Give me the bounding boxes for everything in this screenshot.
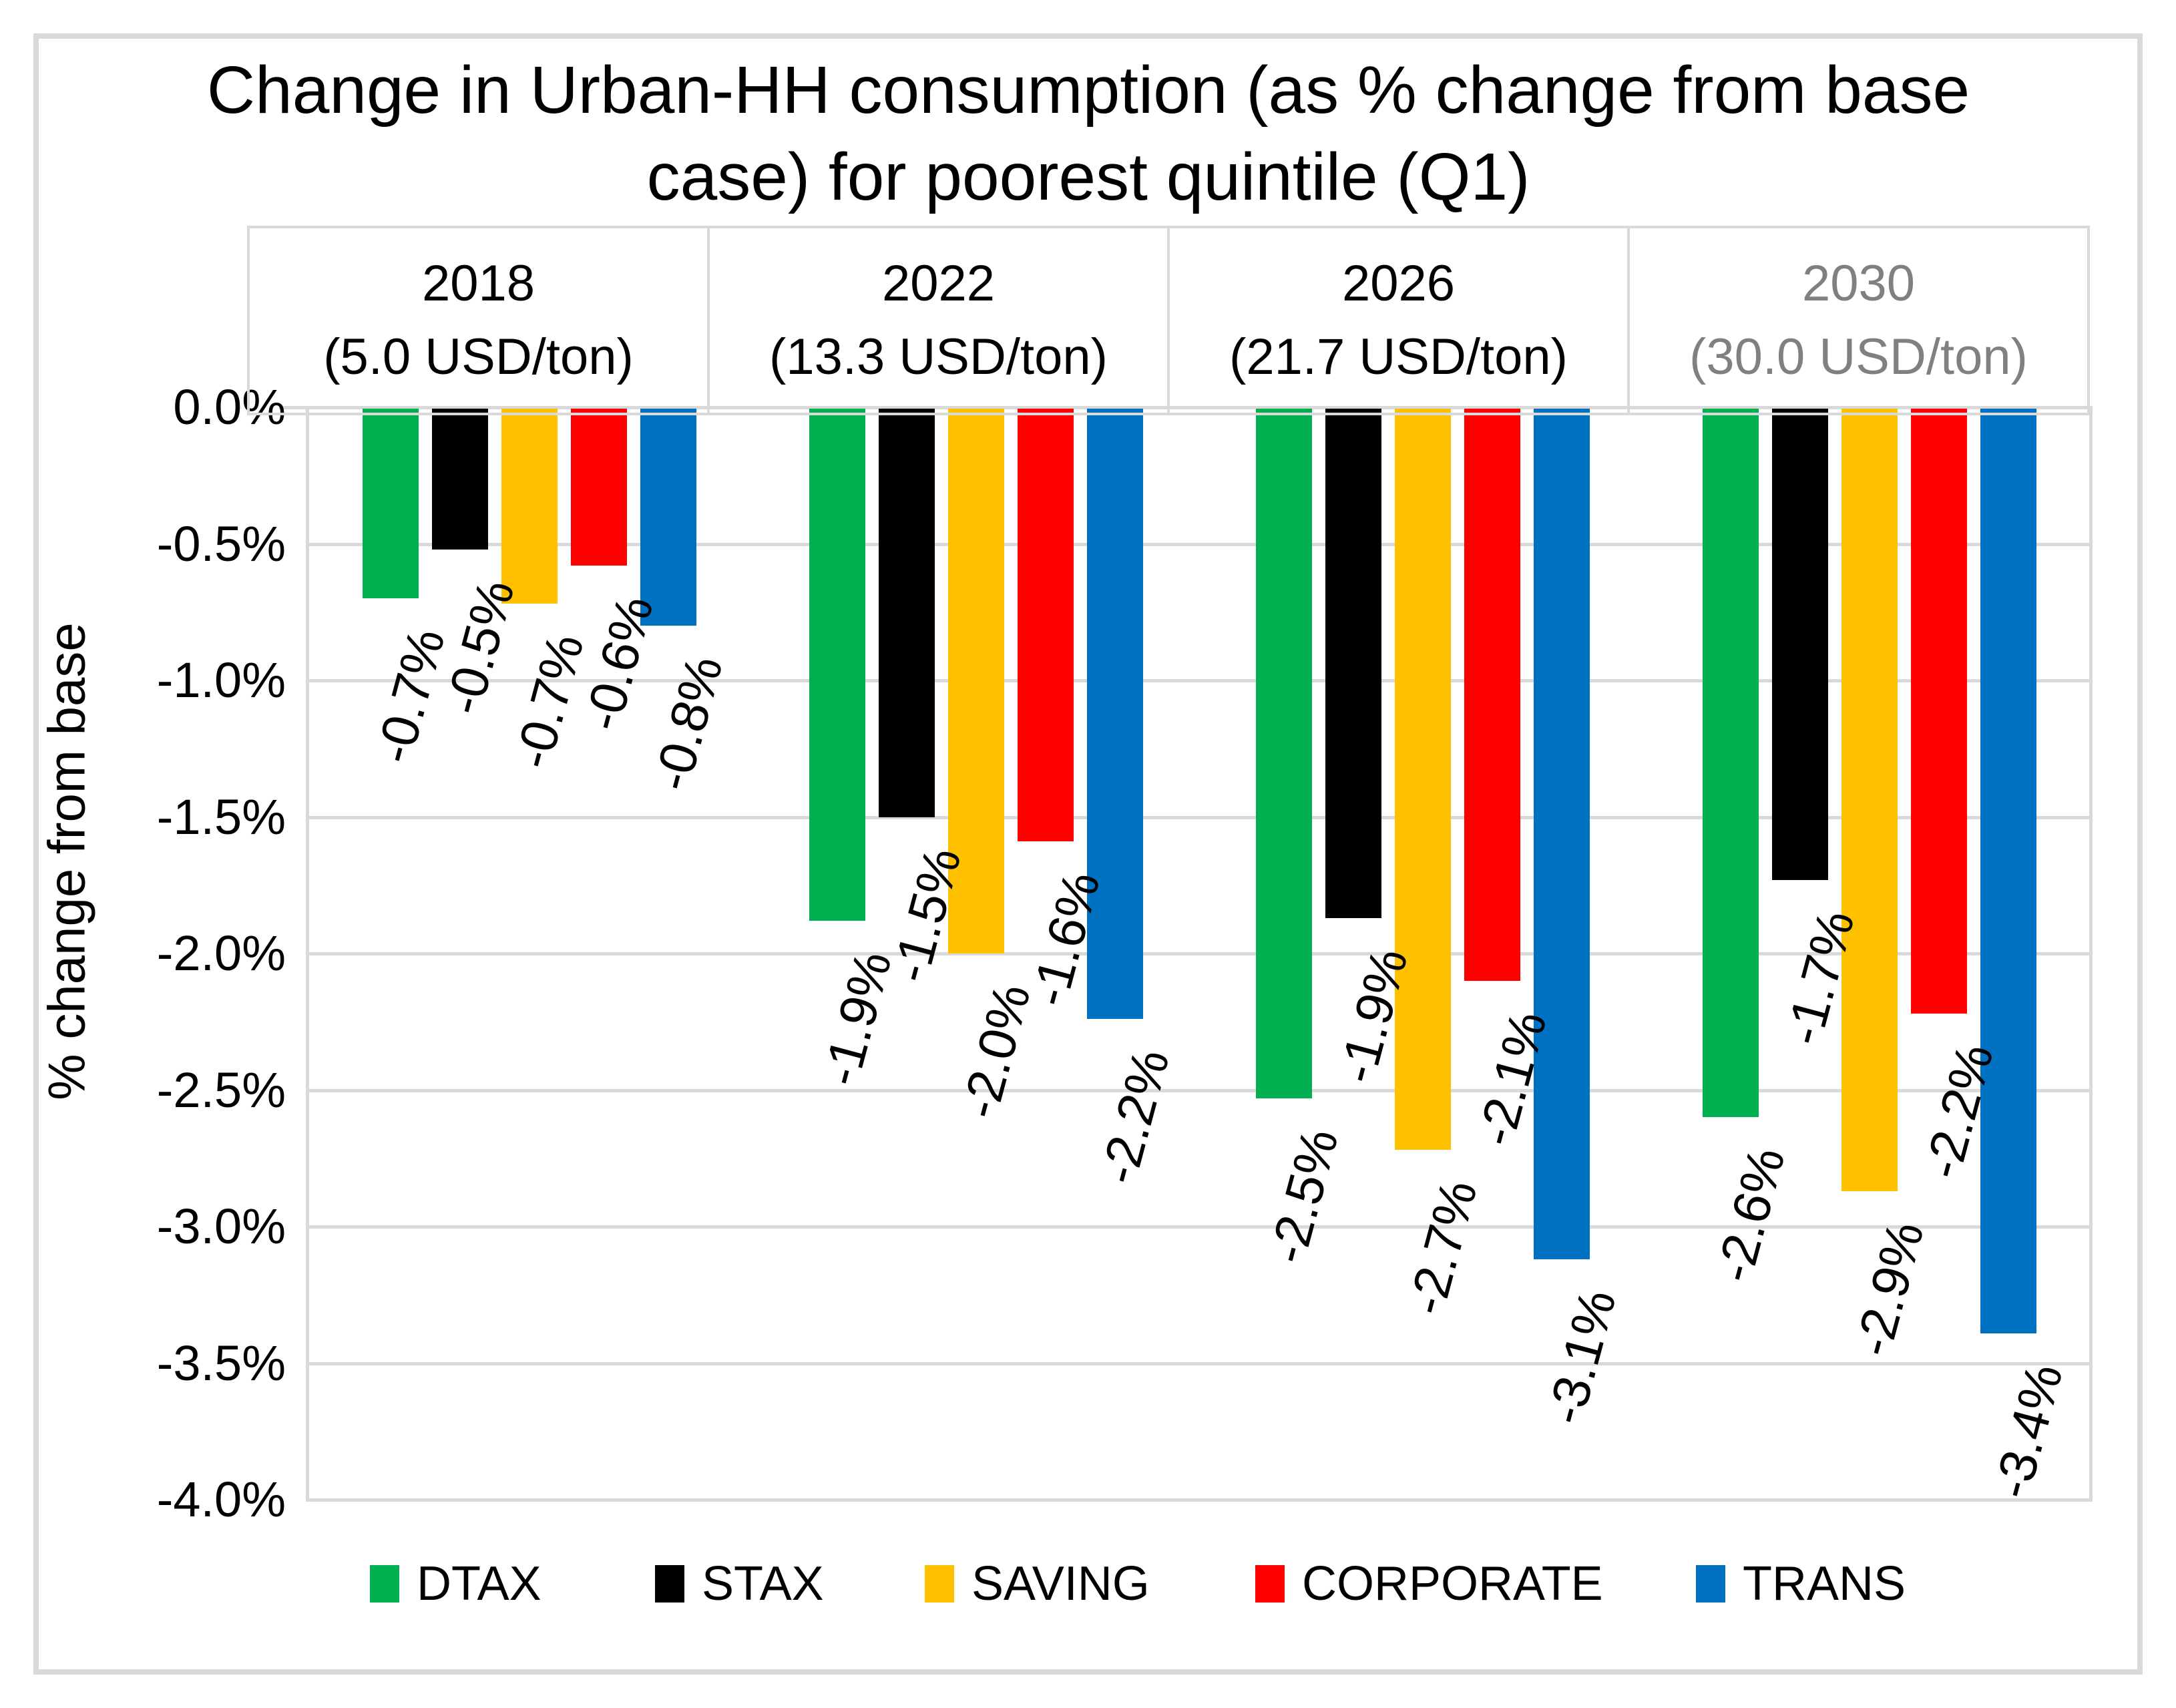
bar-stax-2030 (1771, 409, 1828, 880)
bar-saving-2026 (1394, 409, 1451, 1150)
bar-trans-2022 (1086, 409, 1143, 1020)
legend-marker-saving (925, 1565, 954, 1603)
legend-label-trans: TRANS (1743, 1557, 1906, 1611)
bar-saving-2030 (1841, 409, 1898, 1191)
bar-dtax-2030 (1702, 409, 1759, 1118)
chart-title: Change in Urban-HH consumption (as % cha… (187, 47, 1990, 220)
bar-corporate-2018 (570, 409, 627, 566)
legend-marker-corporate (1255, 1565, 1285, 1603)
zero-axis-tick (279, 406, 308, 409)
legend-item-saving: SAVING (925, 1560, 1150, 1608)
bar-value-label-trans-2030: -3.4% (1981, 1357, 2074, 1504)
bar-corporate-2030 (1910, 409, 1967, 1014)
bar-dtax-2022 (809, 409, 865, 921)
bar-saving-2018 (501, 409, 558, 604)
y-tick-label: -0.5% (156, 515, 286, 572)
gridline (306, 1498, 2093, 1502)
legend-item-stax: STAX (655, 1560, 824, 1608)
legend-label-dtax: DTAX (417, 1557, 541, 1611)
plot-right-border (2089, 407, 2093, 1500)
plot-area (306, 406, 2093, 1502)
y-tick-label: 0.0% (173, 379, 286, 435)
y-tick-label: -2.0% (156, 925, 286, 981)
y-tick-label: -2.5% (156, 1062, 286, 1118)
legend-label-stax: STAX (702, 1557, 824, 1611)
gridline (306, 952, 2093, 955)
gridline (306, 679, 2093, 682)
gridline (306, 1361, 2093, 1365)
chart-title-line-2: case) for poorest quintile (Q1) (646, 140, 1530, 214)
y-tick-label: -1.0% (156, 652, 286, 708)
bar-saving-2022 (947, 409, 1004, 953)
legend-marker-dtax (370, 1565, 399, 1603)
bar-corporate-2026 (1464, 409, 1520, 981)
gridline (306, 542, 2093, 546)
bar-stax-2026 (1325, 409, 1381, 918)
bar-dtax-2018 (362, 409, 419, 599)
gridline (306, 1088, 2093, 1092)
chart-title-line-1: Change in Urban-HH consumption (as % cha… (206, 53, 1970, 128)
y-tick-label: -4.0% (156, 1472, 286, 1527)
legend-label-saving: SAVING (971, 1557, 1150, 1611)
bar-trans-2018 (640, 409, 696, 626)
legend-item-trans: TRANS (1696, 1560, 1906, 1608)
legend-item-dtax: DTAX (370, 1560, 541, 1608)
y-axis-tick-labels: 0.0% -0.5% -1.0% -1.5% -2.0% -2.5% -3.0% -3.5% -… (0, 0, 287, 1708)
bar-value-label-trans-2026: -3.1% (1534, 1283, 1627, 1430)
legend-marker-stax (655, 1565, 684, 1603)
bar-value-label-saving-2030: -2.9% (1842, 1215, 1935, 1362)
bar-value-label-dtax-2026: -2.5% (1257, 1122, 1349, 1269)
zero-line (306, 406, 2093, 409)
bar-value-label-trans-2022: -2.2% (1088, 1043, 1180, 1191)
bar-dtax-2026 (1255, 409, 1312, 1098)
bar-stax-2022 (878, 409, 935, 817)
legend-item-corporate: CORPORATE (1255, 1560, 1603, 1608)
plot-left-border (306, 407, 309, 1500)
bar-trans-2030 (1980, 409, 2036, 1333)
y-tick-label: -3.5% (156, 1335, 286, 1391)
gridline (306, 1225, 2093, 1229)
bar-stax-2018 (431, 409, 488, 550)
bar-trans-2026 (1533, 409, 1590, 1260)
legend: DTAX STAX SAVING CORPORATE TRANS (0, 1560, 2176, 1620)
legend-label-corporate: CORPORATE (1302, 1557, 1603, 1611)
legend-marker-trans (1696, 1565, 1725, 1603)
gridline (306, 815, 2093, 819)
bar-value-label-saving-2026: -2.7% (1395, 1174, 1488, 1321)
y-tick-label: -3.0% (156, 1199, 286, 1254)
bar-value-label-trans-2018: -0.8% (641, 650, 734, 797)
y-tick-label: -1.5% (156, 789, 286, 845)
bar-corporate-2022 (1017, 409, 1074, 842)
bar-value-label-dtax-2030: -2.6% (1703, 1141, 1796, 1289)
